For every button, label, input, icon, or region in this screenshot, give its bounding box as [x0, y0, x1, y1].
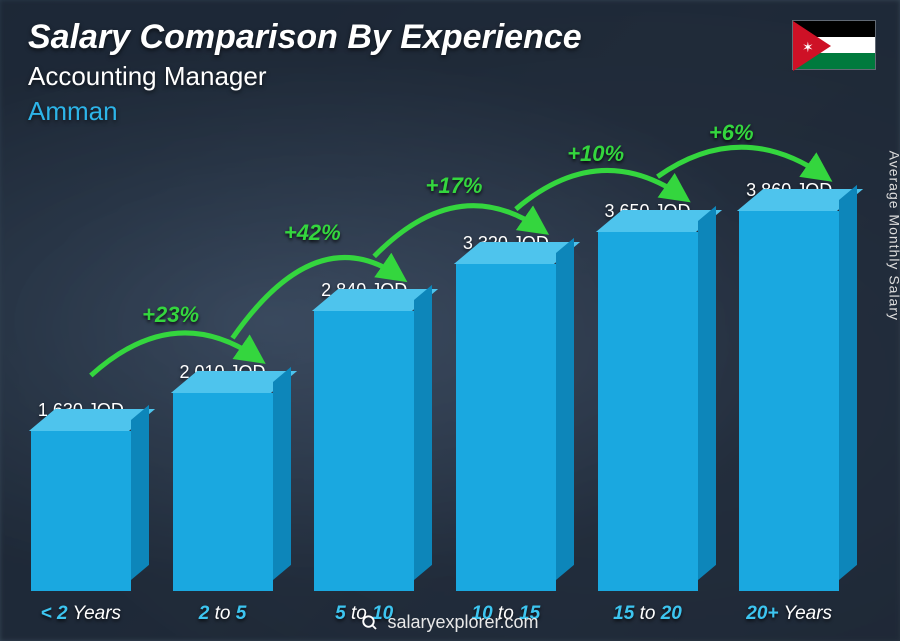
growth-pct-label: +23%	[142, 302, 199, 328]
bar-slot-1: 2,010 JOD2 to 5	[158, 362, 288, 591]
y-axis-label: Average Monthly Salary	[886, 150, 900, 320]
bar-front-face	[31, 431, 131, 591]
bar-front-face	[173, 393, 273, 591]
bar-3d	[456, 264, 556, 591]
growth-pct-label: +42%	[284, 220, 341, 246]
bar-slot-3: 3,320 JOD10 to 15	[441, 233, 571, 591]
page-subtitle: Accounting Manager	[28, 61, 582, 92]
bar-side-face	[273, 367, 291, 580]
arc-path	[658, 147, 825, 177]
bar-side-face	[839, 185, 857, 580]
bar-slot-0: 1,630 JOD< 2 Years	[16, 400, 146, 591]
bar-side-face	[698, 206, 716, 580]
bar-side-face	[414, 285, 432, 580]
bar-slot-4: 3,650 JOD15 to 20	[583, 201, 713, 591]
footer-text: salaryexplorer.com	[387, 612, 538, 633]
bar-front-face	[314, 311, 414, 591]
growth-pct-label: +10%	[567, 141, 624, 167]
bar-front-face	[739, 211, 839, 591]
bar-3d	[598, 232, 698, 591]
bar-3d	[31, 431, 131, 591]
bar-3d	[314, 311, 414, 591]
country-flag-jordan: ✶	[792, 20, 876, 70]
bar-front-face	[456, 264, 556, 591]
footer: salaryexplorer.com	[0, 612, 900, 633]
bar-side-face	[131, 405, 149, 580]
bar-3d	[739, 211, 839, 591]
page-title: Salary Comparison By Experience	[28, 18, 582, 57]
bar-slot-2: 2,840 JOD5 to 10	[299, 280, 429, 591]
growth-pct-label: +17%	[426, 173, 483, 199]
bar-3d	[173, 393, 273, 591]
search-icon	[361, 614, 379, 632]
salary-bar-chart: 1,630 JOD< 2 Years2,010 JOD2 to 52,840 J…	[10, 111, 860, 591]
growth-pct-label: +6%	[709, 120, 754, 146]
bar-side-face	[556, 238, 574, 580]
bar-slot-5: 3,860 JOD20+ Years	[724, 180, 854, 591]
bar-front-face	[598, 232, 698, 591]
flag-star: ✶	[802, 39, 814, 56]
